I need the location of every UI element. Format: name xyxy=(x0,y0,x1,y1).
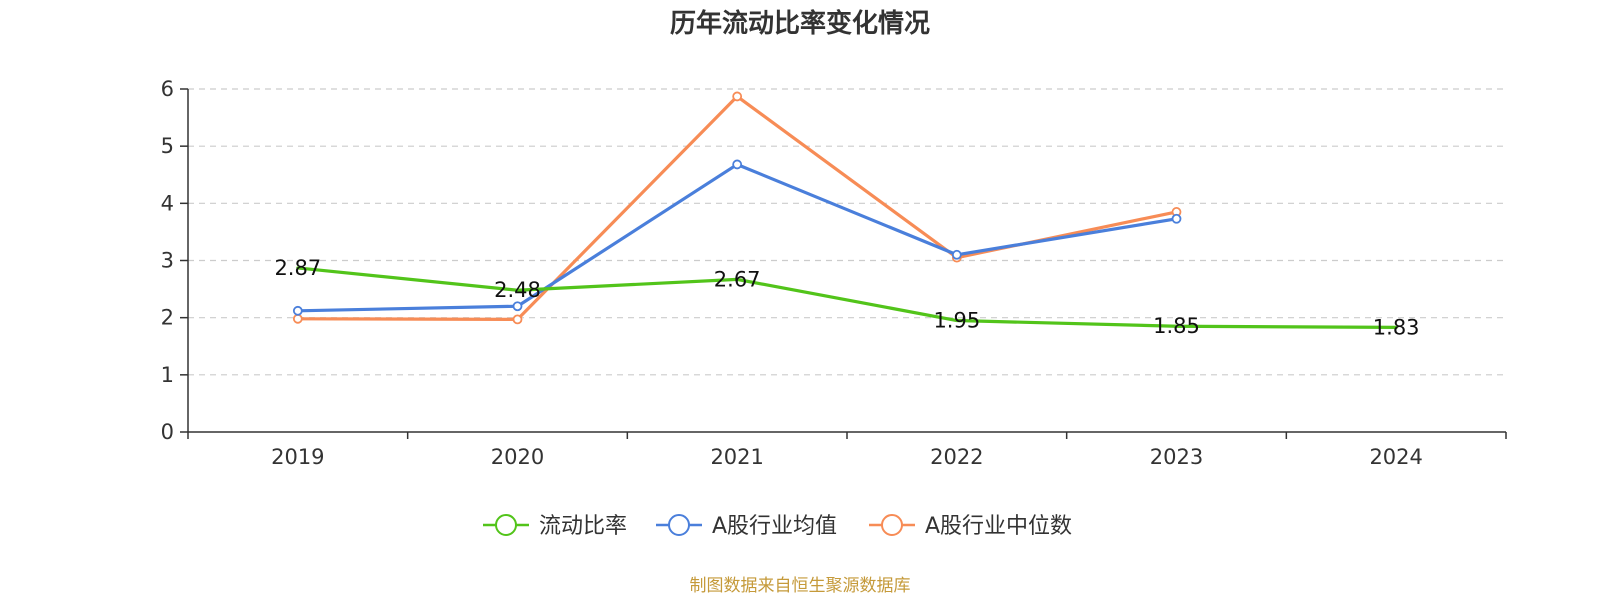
y-tick-label: 6 xyxy=(161,77,174,101)
chart-title: 历年流动比率变化情况 xyxy=(670,8,930,39)
data-label: 2.87 xyxy=(274,256,321,280)
y-tick-label: 1 xyxy=(161,363,174,387)
data-label: 2.48 xyxy=(494,278,541,302)
y-tick-label: 2 xyxy=(161,306,174,330)
series-layer xyxy=(292,91,1398,329)
x-tick-label: 2022 xyxy=(930,445,983,469)
data-point[interactable] xyxy=(732,159,743,170)
axes: 0 1 2 3 4 5 6 2019 2020 2021 2022 2023 2024 xyxy=(161,77,1507,469)
legend-label: 流动比率 xyxy=(539,514,627,539)
x-tick-label: 2023 xyxy=(1150,445,1203,469)
x-tick-label: 2024 xyxy=(1369,445,1422,469)
data-point[interactable] xyxy=(732,91,743,102)
x-tick-label: 2021 xyxy=(710,445,763,469)
legend-marker-icon xyxy=(668,514,690,536)
legend-label: A股行业中位数 xyxy=(925,514,1072,539)
y-tick-label: 5 xyxy=(161,134,174,158)
series-0 xyxy=(296,266,1398,329)
legend-marker-icon xyxy=(881,514,903,536)
data-point[interactable] xyxy=(951,249,962,260)
legend: 流动比率 A股行业均值 A股行业中位数 xyxy=(483,514,1072,539)
data-label: 2.67 xyxy=(714,267,761,291)
series-1 xyxy=(292,159,1182,316)
legend-item[interactable]: A股行业中位数 xyxy=(869,514,1072,539)
grid-lines xyxy=(188,88,1506,376)
x-tick-label: 2019 xyxy=(271,445,324,469)
data-point[interactable] xyxy=(512,301,523,312)
source-note: 制图数据来自恒生聚源数据库 xyxy=(690,576,911,596)
data-label: 1.85 xyxy=(1153,314,1200,338)
y-tick-label: 3 xyxy=(161,249,174,273)
legend-item[interactable]: 流动比率 xyxy=(483,514,627,539)
legend-label: A股行业均值 xyxy=(712,514,837,539)
series-line xyxy=(296,266,1398,329)
y-tick-label: 4 xyxy=(161,191,174,215)
data-labels: 2.87 2.48 2.67 1.95 1.85 1.83 xyxy=(274,256,1419,339)
legend-marker-icon xyxy=(495,514,517,536)
data-point[interactable] xyxy=(292,305,303,316)
data-label: 1.95 xyxy=(933,309,980,333)
data-label: 1.83 xyxy=(1373,315,1420,339)
legend-item[interactable]: A股行业均值 xyxy=(656,514,837,539)
y-tick-label: 0 xyxy=(161,420,174,444)
x-tick-label: 2020 xyxy=(491,445,544,469)
data-point[interactable] xyxy=(292,313,303,324)
data-point[interactable] xyxy=(1171,213,1182,224)
data-point[interactable] xyxy=(512,314,523,325)
